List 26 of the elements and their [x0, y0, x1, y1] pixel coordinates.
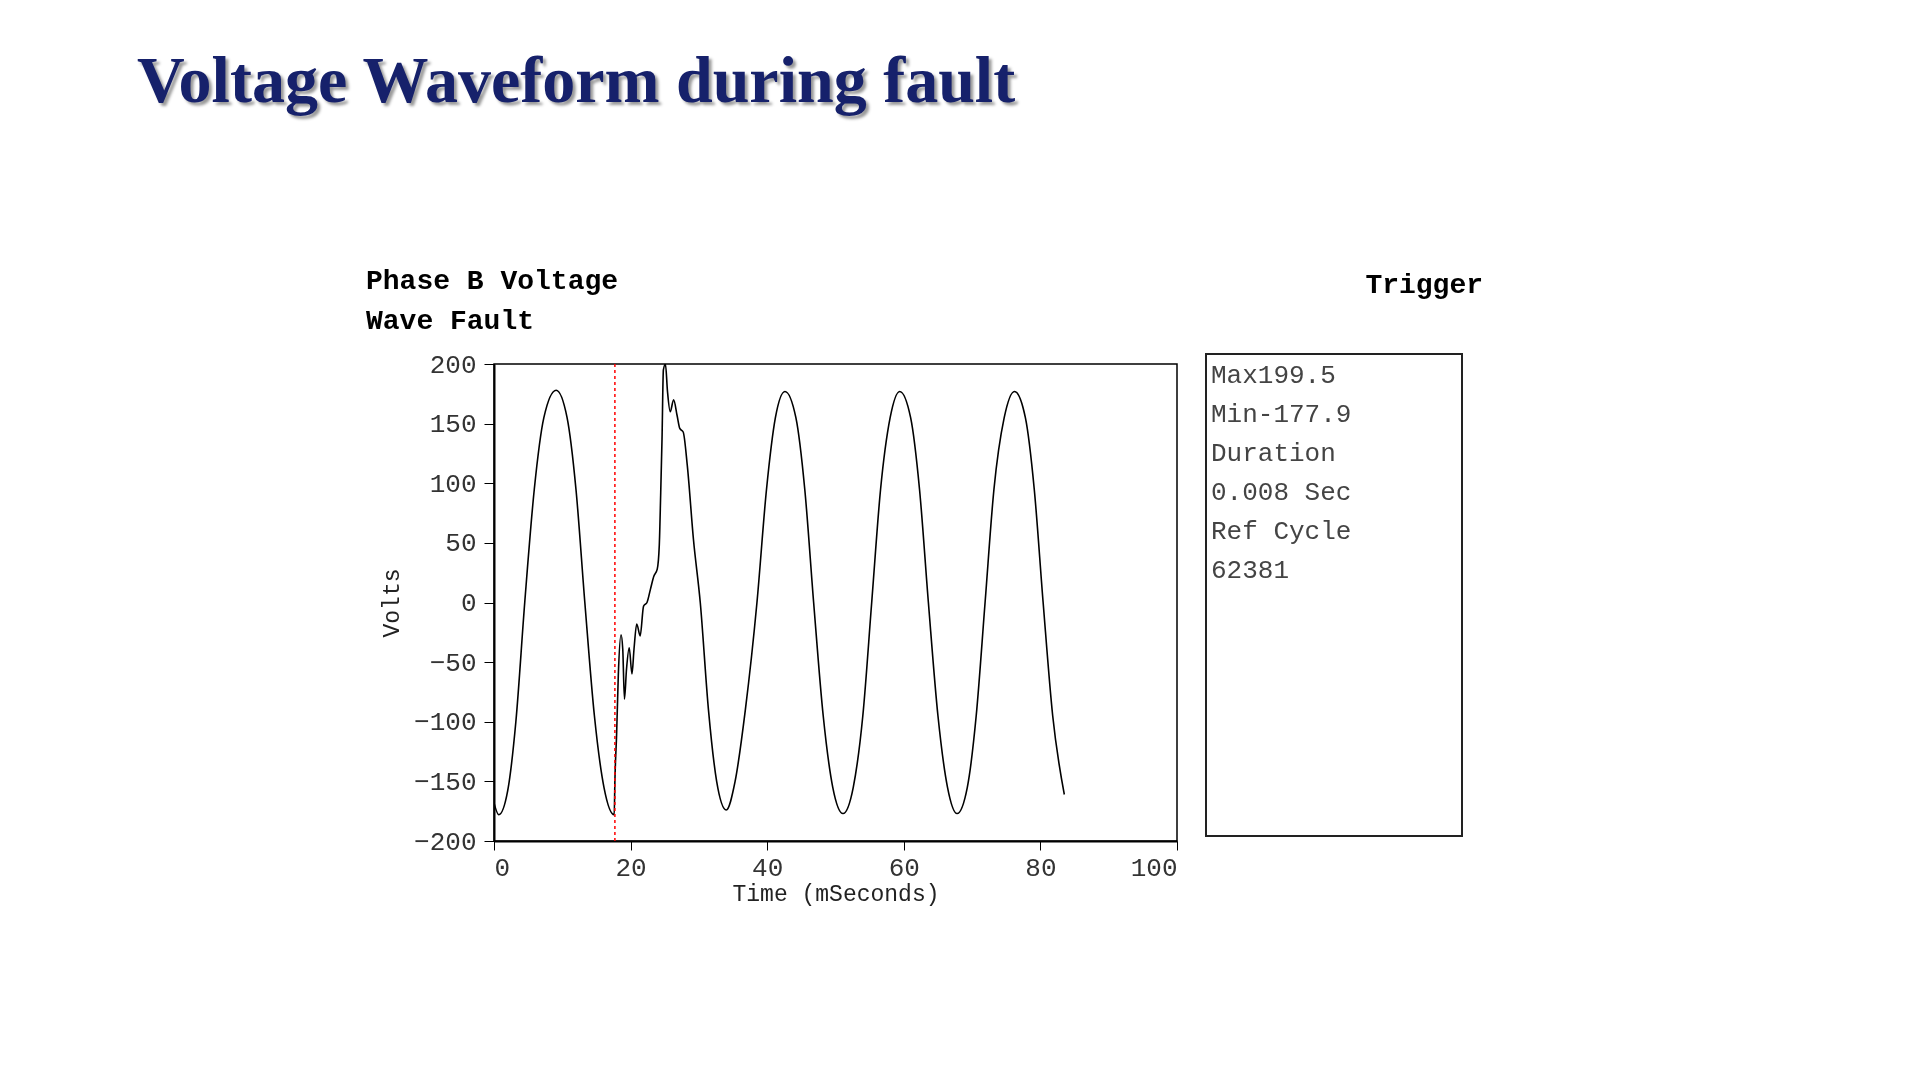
chart-title: Voltage Waveform during fault — [137, 42, 1016, 118]
y-axis-title: Volts — [380, 568, 407, 638]
y-tick-label: −50 — [429, 648, 477, 679]
text: Min-177.9 — [1211, 399, 1353, 432]
y-tick-label: 100 — [429, 469, 477, 500]
y-tick-label: −150 — [414, 767, 477, 798]
y-tick-label: 0 — [460, 589, 477, 619]
text: Max199.5 — [1211, 360, 1337, 393]
y-tick-label: −200 — [414, 827, 477, 858]
text: Ref Cycle — [1211, 516, 1353, 549]
x-tick-label: 0 — [494, 853, 511, 884]
chart-subtitle: Phase B Voltage Wave Fault — [366, 265, 620, 339]
x-tick-label: 60 — [888, 853, 920, 884]
x-tick-label: 20 — [615, 853, 647, 884]
text: 62381 — [1211, 555, 1290, 588]
text: Duration — [1211, 438, 1337, 471]
y-tick-label: 200 — [429, 350, 477, 381]
y-tick-label: 50 — [445, 529, 477, 560]
x-tick-label: 100 — [1130, 853, 1178, 884]
x-tick-label: 80 — [1025, 853, 1057, 884]
text: 0.008 Sec — [1211, 477, 1353, 510]
text: Trigger — [1364, 270, 1483, 303]
x-tick-label: 40 — [752, 853, 784, 884]
y-tick-label: −100 — [414, 708, 477, 739]
y-tick-label: 150 — [429, 410, 477, 441]
x-axis-title: Time (mSeconds) — [732, 881, 940, 908]
